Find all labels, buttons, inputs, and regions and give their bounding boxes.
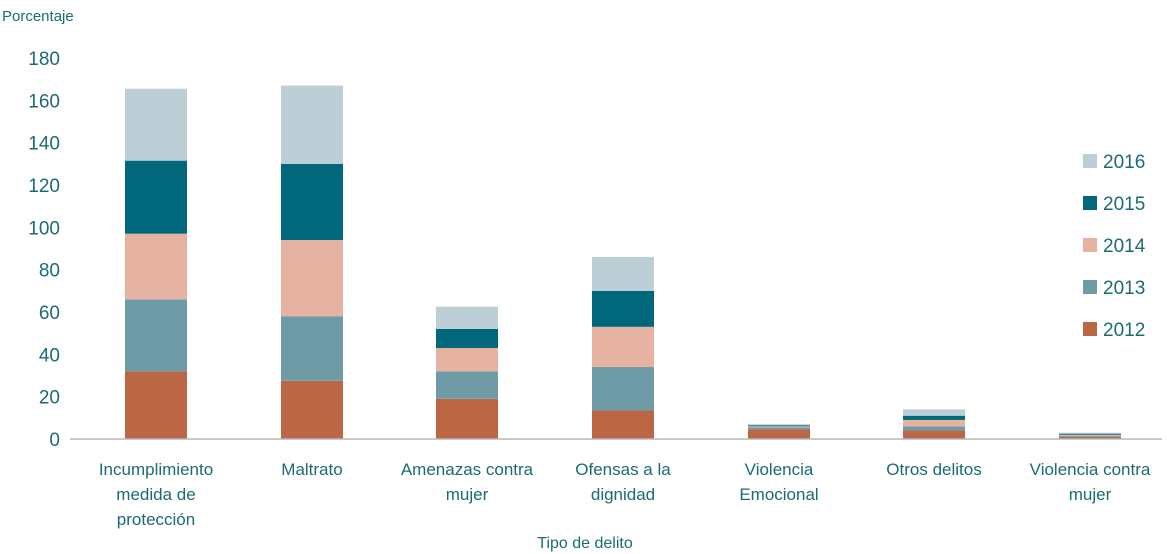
y-tick-label: 0 xyxy=(49,430,60,451)
legend-swatch-2013 xyxy=(1083,280,1097,294)
bar-segment-2016 xyxy=(903,409,965,416)
bar-segment-2012 xyxy=(1059,436,1121,439)
category-label: Violencia contra mujer xyxy=(1030,460,1151,504)
legend-swatch-2012 xyxy=(1083,322,1097,336)
bar-segment-2016 xyxy=(1059,432,1121,434)
legend-swatch-2016 xyxy=(1083,154,1097,168)
legend-label-2014: 2014 xyxy=(1103,236,1146,257)
bar-segment-2012 xyxy=(748,429,810,439)
legend-swatch-2015 xyxy=(1083,196,1097,210)
y-tick-label: 180 xyxy=(28,49,60,70)
bar-segment-2014 xyxy=(748,426,810,428)
bar-segment-2016 xyxy=(281,85,343,164)
bars xyxy=(125,85,1121,439)
bar-segment-2012 xyxy=(903,430,965,439)
legend-swatch-2014 xyxy=(1083,238,1097,252)
bar-segment-2013 xyxy=(125,299,187,372)
legend-label-2016: 2016 xyxy=(1103,152,1145,173)
bar-segment-2013 xyxy=(592,367,654,411)
bar-segment-2014 xyxy=(1059,434,1121,436)
bar-segment-2015 xyxy=(903,415,965,420)
y-tick-label: 20 xyxy=(39,388,60,409)
category-label: Incumplimiento medida de protección xyxy=(99,460,213,529)
y-axis-ticks: 0 20 40 60 80 100 120 140 160 180 xyxy=(28,49,60,451)
bar-segment-2012 xyxy=(281,380,343,439)
category-label: Otros delitos xyxy=(886,460,981,479)
y-tick-label: 60 xyxy=(39,303,60,324)
bar-segment-2016 xyxy=(436,306,498,329)
bar-segment-2015 xyxy=(125,160,187,234)
bar-segment-2014 xyxy=(436,347,498,372)
bar-segment-2016 xyxy=(125,88,187,161)
bar-segment-2012 xyxy=(125,371,187,439)
x-axis-title: Tipo de delito xyxy=(537,535,633,552)
bar-segment-2013 xyxy=(1059,435,1121,437)
bar-segment-2016 xyxy=(592,256,654,291)
x-axis-categories: Incumplimiento medida de protección Maltrat… xyxy=(99,460,1151,529)
y-tick-label: 80 xyxy=(39,261,60,282)
y-tick-label: 100 xyxy=(28,218,60,239)
bar-segment-2015 xyxy=(436,328,498,348)
bar-segment-2014 xyxy=(903,419,965,427)
category-label: Violencia Emocional xyxy=(739,460,818,504)
y-tick-label: 160 xyxy=(28,91,60,112)
y-tick-label: 120 xyxy=(28,176,60,197)
bar-segment-2015 xyxy=(592,290,654,327)
y-axis-title: Porcentaje xyxy=(2,8,74,25)
legend-label-2013: 2013 xyxy=(1103,278,1145,299)
legend-label-2015: 2015 xyxy=(1103,194,1145,215)
bar-segment-2013 xyxy=(436,371,498,399)
y-tick-label: 140 xyxy=(28,134,60,155)
bar-segment-2015 xyxy=(748,425,810,427)
category-label: Amenazas contra mujer xyxy=(401,460,534,504)
bar-segment-2013 xyxy=(903,426,965,431)
bar-segment-2015 xyxy=(1059,433,1121,435)
bar-segment-2012 xyxy=(592,410,654,439)
legend-label-2012: 2012 xyxy=(1103,320,1145,341)
bar-segment-2014 xyxy=(592,326,654,368)
y-tick-label: 40 xyxy=(39,345,60,366)
bar-segment-2013 xyxy=(281,316,343,381)
bar-segment-2013 xyxy=(748,427,810,430)
bar-segment-2014 xyxy=(125,233,187,300)
bar-segment-2015 xyxy=(281,163,343,241)
bar-segment-2016 xyxy=(748,424,810,426)
category-label: Ofensas a la dignidad xyxy=(575,460,671,504)
bar-segment-2012 xyxy=(436,398,498,439)
legend: 2016 2015 2014 2013 2012 xyxy=(1083,152,1146,341)
bar-segment-2014 xyxy=(281,240,343,317)
category-label: Maltrato xyxy=(281,460,342,479)
